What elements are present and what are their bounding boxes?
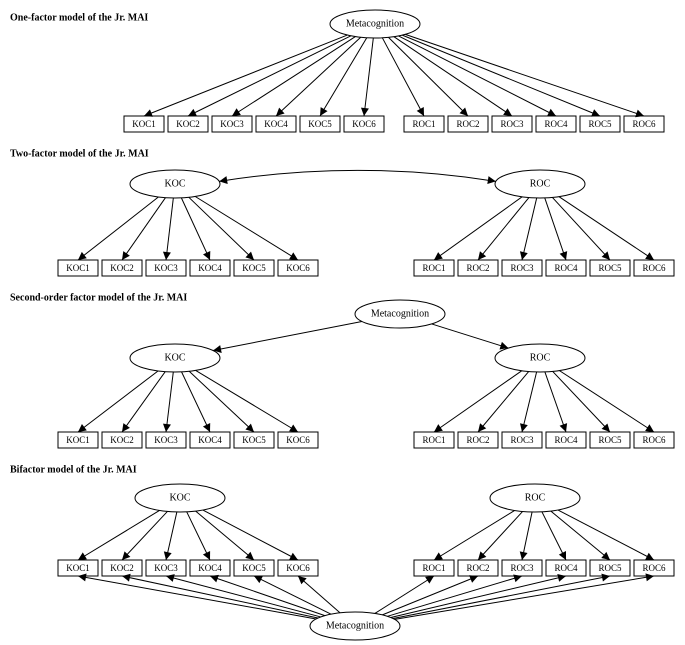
svg-text:KOC1: KOC1 <box>66 435 90 445</box>
svg-text:KOC4: KOC4 <box>198 435 222 445</box>
svg-text:ROC: ROC <box>530 353 551 364</box>
svg-text:ROC5: ROC5 <box>588 119 612 129</box>
svg-text:Metacognition: Metacognition <box>346 19 404 30</box>
svg-text:KOC5: KOC5 <box>242 435 266 445</box>
svg-text:ROC2: ROC2 <box>466 563 489 573</box>
panel-title: Two-factor model of the Jr. MAI <box>10 149 149 160</box>
panel-title: Second-order factor model of the Jr. MAI <box>10 293 187 304</box>
svg-text:KOC2: KOC2 <box>110 563 134 573</box>
svg-text:ROC: ROC <box>530 179 551 190</box>
svg-text:ROC6: ROC6 <box>632 119 656 129</box>
svg-text:ROC2: ROC2 <box>456 119 479 129</box>
svg-text:KOC5: KOC5 <box>308 119 332 129</box>
svg-text:ROC3: ROC3 <box>510 563 534 573</box>
panel-title: One-factor model of the Jr. MAI <box>10 13 148 24</box>
svg-text:ROC5: ROC5 <box>598 435 622 445</box>
svg-text:ROC4: ROC4 <box>554 263 578 273</box>
svg-text:KOC3: KOC3 <box>154 263 178 273</box>
svg-text:KOC6: KOC6 <box>286 435 310 445</box>
svg-text:KOC3: KOC3 <box>154 563 178 573</box>
svg-text:Metacognition: Metacognition <box>371 309 429 320</box>
svg-text:KOC4: KOC4 <box>198 263 222 273</box>
svg-text:ROC6: ROC6 <box>642 263 666 273</box>
svg-text:KOC1: KOC1 <box>66 563 90 573</box>
svg-text:KOC1: KOC1 <box>132 119 156 129</box>
svg-text:ROC2: ROC2 <box>466 263 489 273</box>
svg-text:KOC2: KOC2 <box>110 435 134 445</box>
svg-text:ROC1: ROC1 <box>412 119 435 129</box>
svg-text:ROC5: ROC5 <box>598 563 622 573</box>
svg-text:KOC4: KOC4 <box>264 119 288 129</box>
svg-text:ROC4: ROC4 <box>544 119 568 129</box>
svg-text:ROC5: ROC5 <box>598 263 622 273</box>
svg-text:KOC3: KOC3 <box>220 119 244 129</box>
svg-text:ROC: ROC <box>525 493 546 504</box>
svg-text:ROC3: ROC3 <box>510 263 534 273</box>
svg-text:KOC: KOC <box>164 179 185 190</box>
svg-text:KOC3: KOC3 <box>154 435 178 445</box>
svg-text:KOC6: KOC6 <box>286 263 310 273</box>
svg-text:KOC5: KOC5 <box>242 563 266 573</box>
svg-text:KOC5: KOC5 <box>242 263 266 273</box>
panel-title: Bifactor model of the Jr. MAI <box>10 465 137 476</box>
diagram-stage: One-factor model of the Jr. MAI Metacogni… <box>0 0 685 645</box>
svg-text:KOC1: KOC1 <box>66 263 90 273</box>
svg-text:ROC4: ROC4 <box>554 563 578 573</box>
svg-text:ROC1: ROC1 <box>422 263 445 273</box>
svg-text:ROC2: ROC2 <box>466 435 489 445</box>
svg-text:KOC: KOC <box>164 353 185 364</box>
svg-text:KOC2: KOC2 <box>176 119 200 129</box>
svg-text:KOC2: KOC2 <box>110 263 134 273</box>
svg-text:KOC: KOC <box>169 493 190 504</box>
svg-text:KOC4: KOC4 <box>198 563 222 573</box>
svg-text:KOC6: KOC6 <box>286 563 310 573</box>
svg-text:ROC6: ROC6 <box>642 435 666 445</box>
svg-text:ROC6: ROC6 <box>642 563 666 573</box>
svg-text:ROC1: ROC1 <box>422 435 445 445</box>
svg-text:ROC1: ROC1 <box>422 563 445 573</box>
svg-text:Metacognition: Metacognition <box>326 621 384 632</box>
svg-text:ROC3: ROC3 <box>500 119 524 129</box>
svg-text:KOC6: KOC6 <box>352 119 376 129</box>
svg-text:ROC3: ROC3 <box>510 435 534 445</box>
svg-text:ROC4: ROC4 <box>554 435 578 445</box>
